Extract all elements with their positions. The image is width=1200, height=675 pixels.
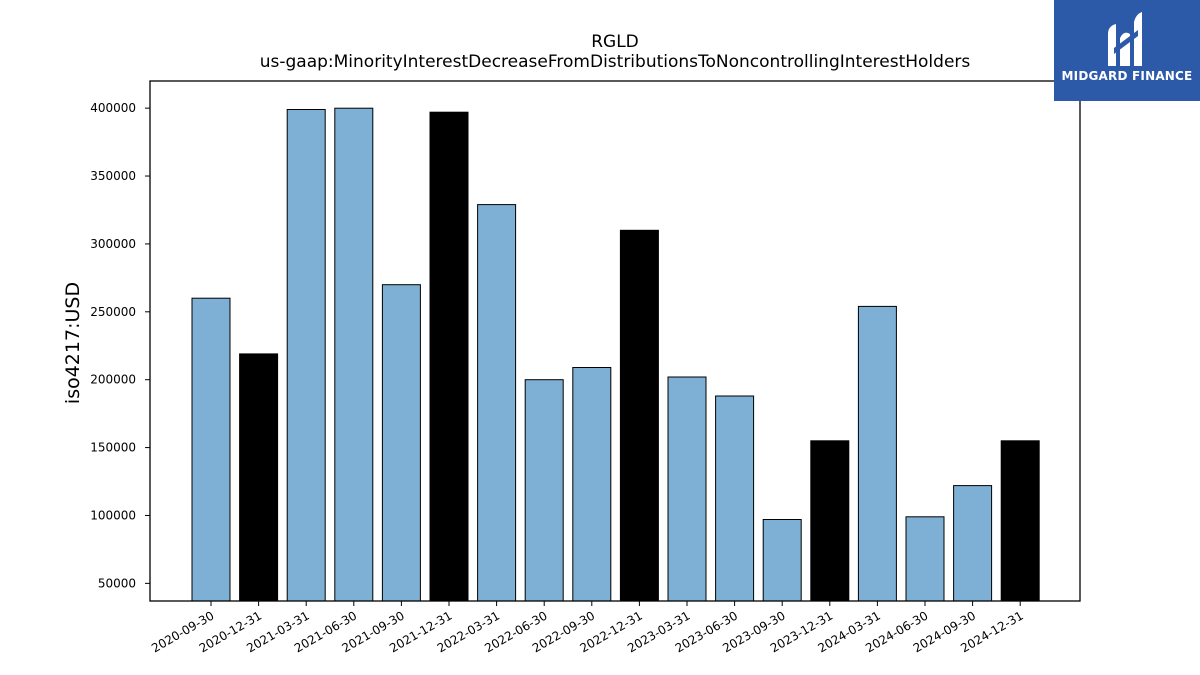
bar-2021-03-31	[286, 109, 326, 602]
bar-2024-03-31	[857, 305, 897, 602]
y-tick-label: 50000	[98, 576, 136, 590]
bar-2022-06-30	[524, 379, 564, 602]
bar-2022-03-31	[477, 204, 517, 602]
bar-2021-12-31	[429, 111, 469, 602]
bar-2024-06-30	[905, 516, 945, 602]
y-tick-label: 100000	[90, 508, 136, 522]
bars-group	[191, 107, 1040, 602]
bar-2020-09-30	[191, 297, 231, 602]
bar-2023-06-30	[715, 395, 755, 602]
plot-frame	[149, 80, 1081, 602]
chart-subtitle: us-gaap:MinorityInterestDecreaseFromDist…	[259, 52, 971, 72]
y-axis: 50000 100000 150000 200000 250000 300000 35000…	[90, 101, 150, 590]
bar-2023-12-31	[810, 440, 850, 602]
bar-2023-09-30	[762, 519, 802, 602]
y-tick-label: 250000	[90, 305, 136, 319]
x-axis: 2020-09-302020-12-312021-03-312021-06-30…	[149, 601, 1026, 655]
y-tick-label: 400000	[90, 101, 136, 115]
chart-title: RGLD	[591, 32, 639, 52]
bar-2021-06-30	[334, 107, 374, 602]
y-axis-label: iso4217:USD	[62, 282, 84, 404]
logo-text: MIDGARD FINANCE	[1061, 69, 1193, 83]
bar-2020-12-31	[239, 353, 279, 602]
bar-2022-09-30	[572, 367, 612, 602]
midgard-finance-logo: MIDGARD FINANCE	[1054, 0, 1200, 101]
y-tick-label: 200000	[90, 373, 136, 387]
y-tick-label: 350000	[90, 169, 136, 183]
y-tick-label: 150000	[90, 441, 136, 455]
bar-2024-12-31	[1000, 440, 1040, 602]
bar-2022-12-31	[619, 229, 659, 602]
bar-2023-03-31	[667, 376, 707, 602]
midgard-logo-icon	[1108, 12, 1142, 66]
y-tick-label: 300000	[90, 237, 136, 251]
bar-2021-09-30	[381, 284, 421, 602]
bar-2024-09-30	[953, 485, 993, 602]
